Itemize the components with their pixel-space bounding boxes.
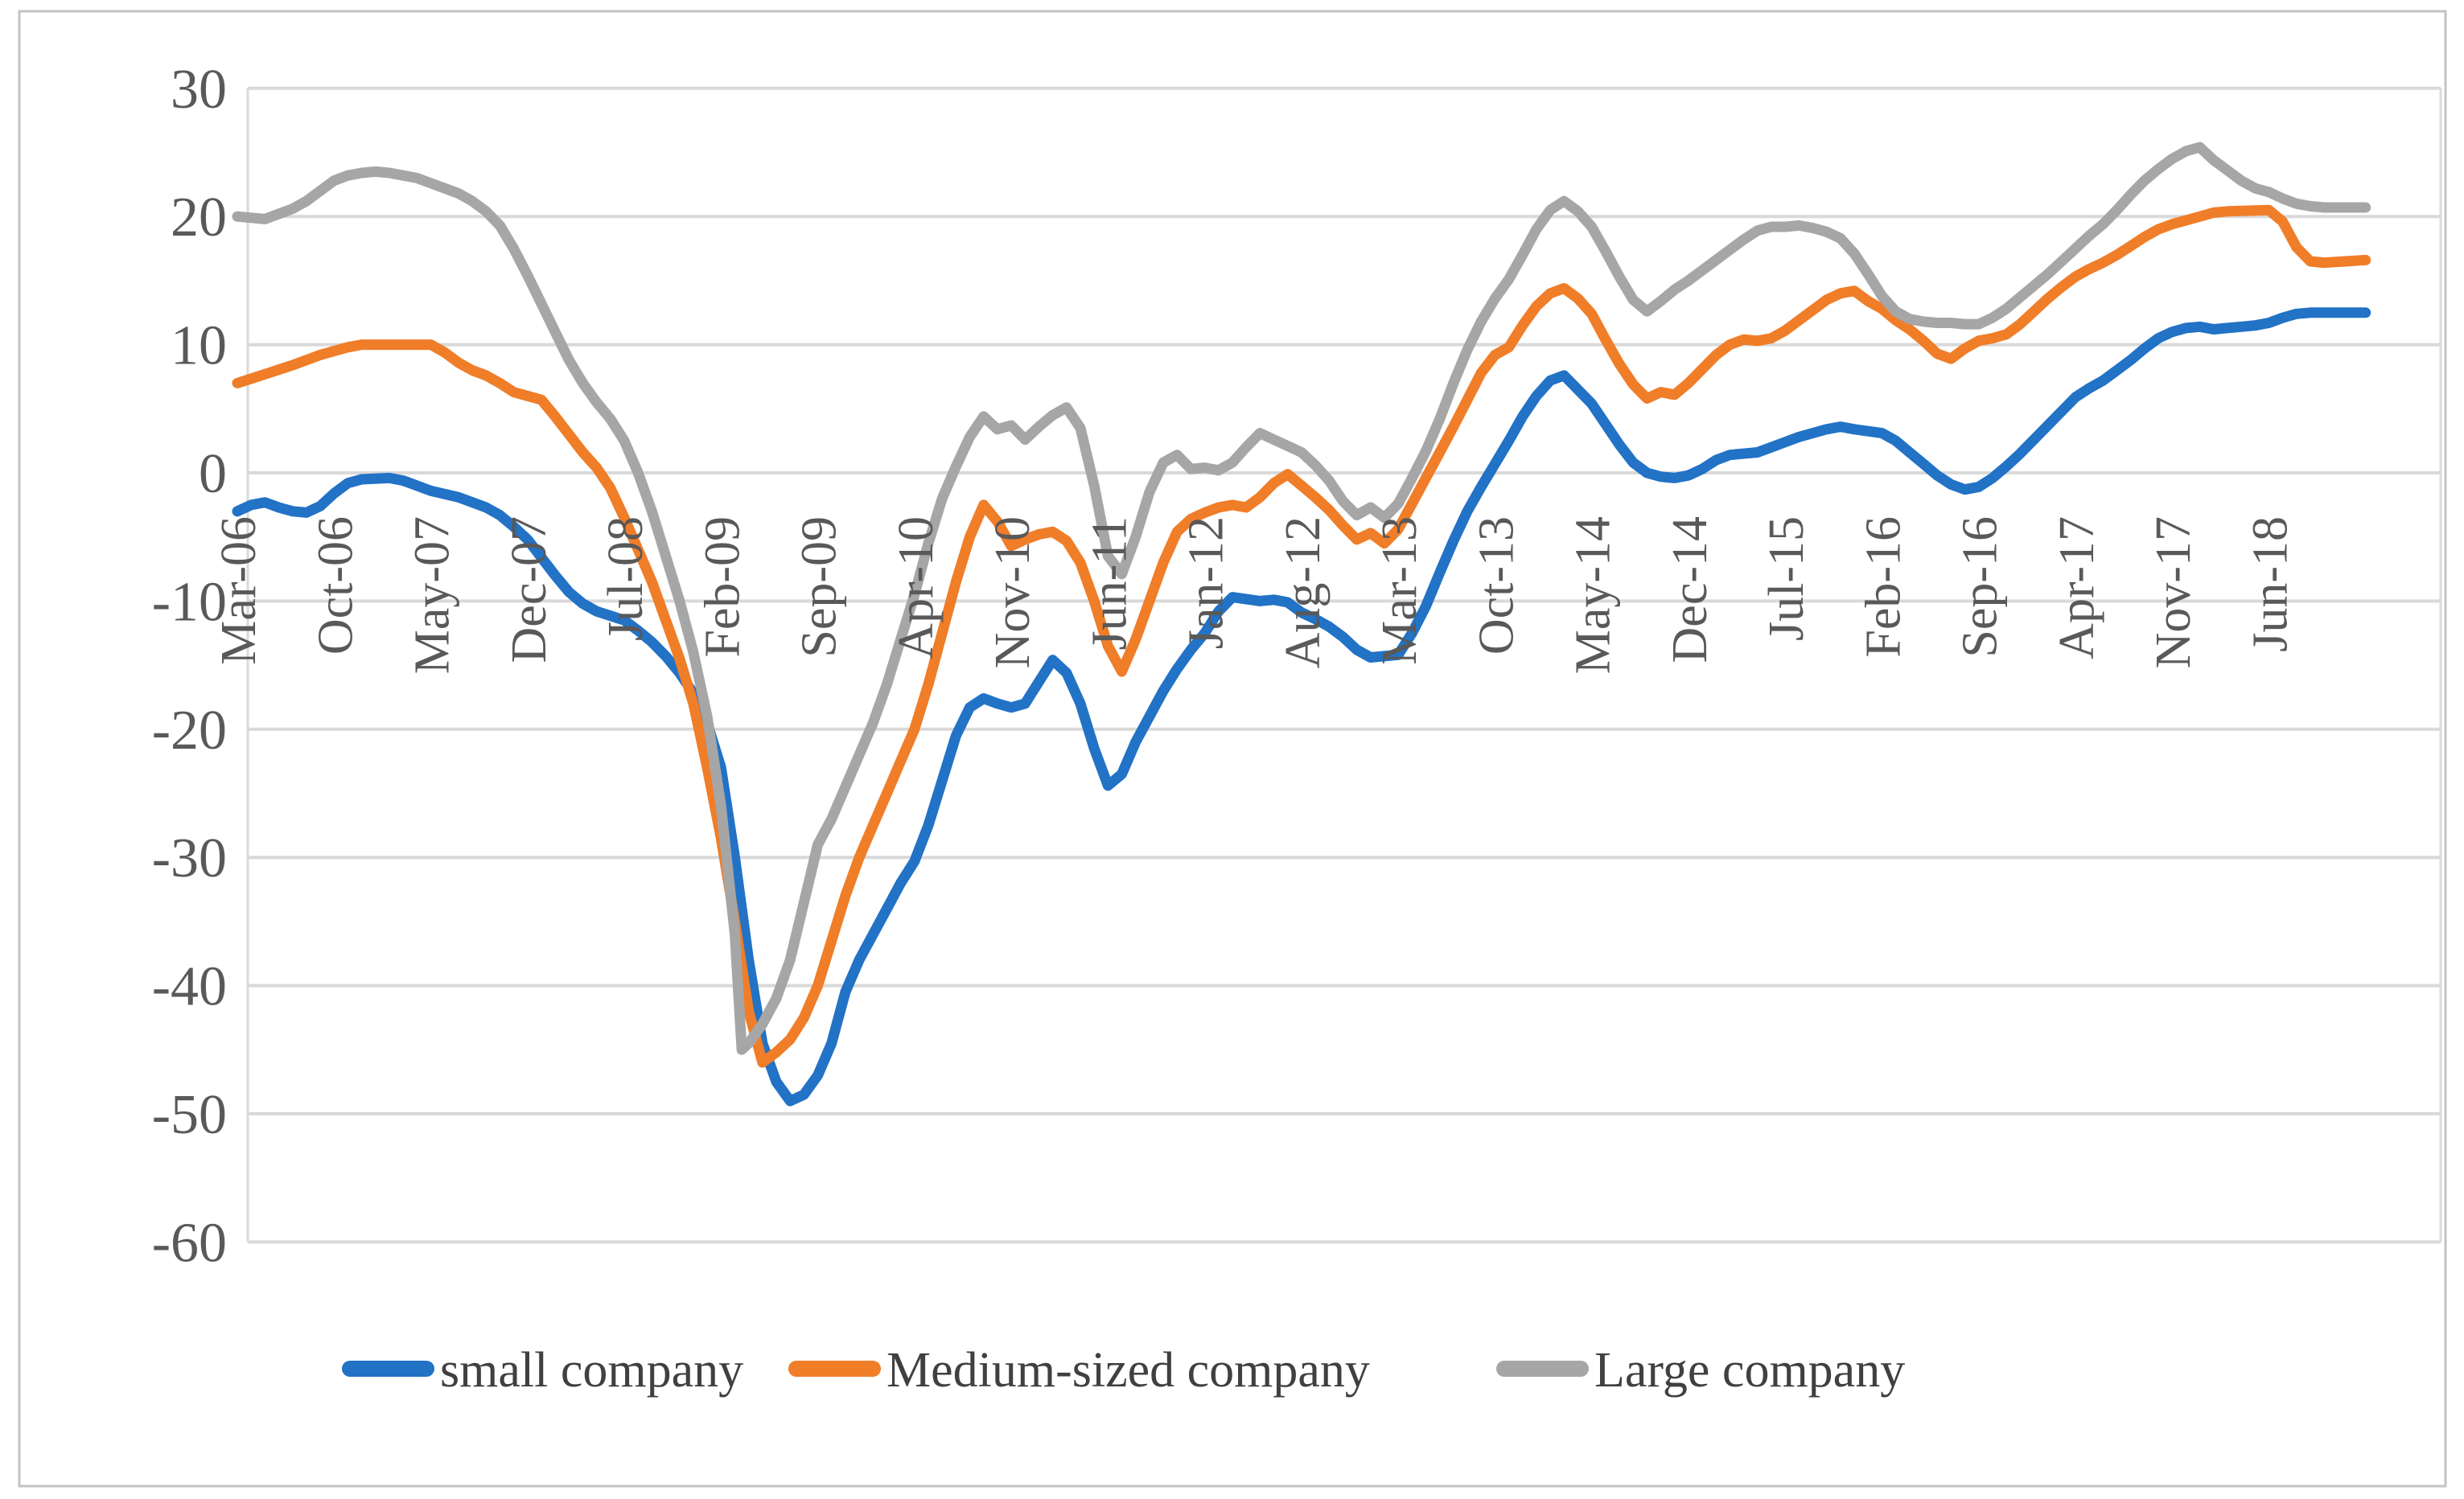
y-tick-label: -50	[152, 1084, 227, 1146]
series-group	[232, 142, 2371, 1107]
chart-outer-border	[18, 10, 2447, 1488]
x-tick-label: Apr-17	[2050, 516, 2104, 659]
legend-item-label: small company	[440, 1343, 743, 1398]
x-tick-label: Oct-06	[308, 516, 363, 655]
x-tick-label: Mar-06	[212, 516, 266, 665]
y-tick-label: -10	[152, 571, 227, 633]
y-tick-label: 20	[171, 187, 227, 248]
y-axis-labels: 30 20 10 0 -10 -20 -30 -40 -50 -60	[152, 59, 227, 1275]
y-tick-label: -20	[152, 700, 227, 762]
x-tick-label: Apr-10	[889, 516, 944, 659]
legend-item-large-company: Large company	[1496, 1343, 1905, 1398]
x-tick-label: May-07	[405, 516, 460, 674]
x-tick-label: Jan-12	[1179, 516, 1234, 649]
x-tick-label: Jul-15	[1759, 516, 1814, 641]
x-tick-label: May-14	[1566, 516, 1621, 674]
x-tick-label: Sep-09	[792, 516, 847, 658]
gridlines-group	[248, 86, 2441, 1244]
x-tick-label: Nov-17	[2146, 516, 2201, 668]
x-tick-label: Aug-12	[1276, 516, 1331, 668]
x-tick-label: Dec-07	[502, 516, 557, 663]
x-tick-label: Feb-09	[695, 516, 750, 658]
series-line-medium-sized-company	[232, 204, 2371, 1068]
x-tick-label: Feb-16	[1856, 516, 1911, 658]
x-tick-label: Jun-11	[1082, 516, 1137, 650]
y-tick-label: 10	[171, 315, 227, 377]
plot-border-group	[246, 88, 2442, 1242]
x-tick-label: Jun-18	[2243, 516, 2297, 652]
series-line-large-company	[232, 142, 2371, 1055]
legend-item-small-company: small company	[342, 1343, 743, 1398]
legend-item-label: Large company	[1594, 1343, 1905, 1398]
x-tick-label: Mar-13	[1372, 516, 1427, 665]
y-tick-label: 30	[171, 59, 227, 121]
x-tick-label: Sep-16	[1953, 516, 2008, 658]
series-line-small-company	[232, 307, 2371, 1107]
x-tick-label: Nov-10	[985, 516, 1040, 668]
y-tick-label: 0	[199, 443, 227, 505]
legend-item-label: Medium-sized company	[886, 1343, 1370, 1398]
legend: small company Medium-sized company Large c…	[342, 1343, 1905, 1398]
y-tick-label: -40	[152, 956, 227, 1018]
y-tick-label: -30	[152, 828, 227, 889]
x-axis-labels: Mar-06 Oct-06 May-07 Dec-07 Jul-08 Feb-09 Sep-…	[212, 516, 2297, 674]
y-tick-label: -60	[152, 1212, 227, 1274]
x-tick-label: Jul-08	[599, 516, 653, 641]
x-tick-label: Oct-13	[1469, 516, 1524, 655]
x-tick-label: Dec-14	[1663, 516, 1717, 663]
legend-item-medium-sized-company: Medium-sized company	[788, 1343, 1370, 1398]
